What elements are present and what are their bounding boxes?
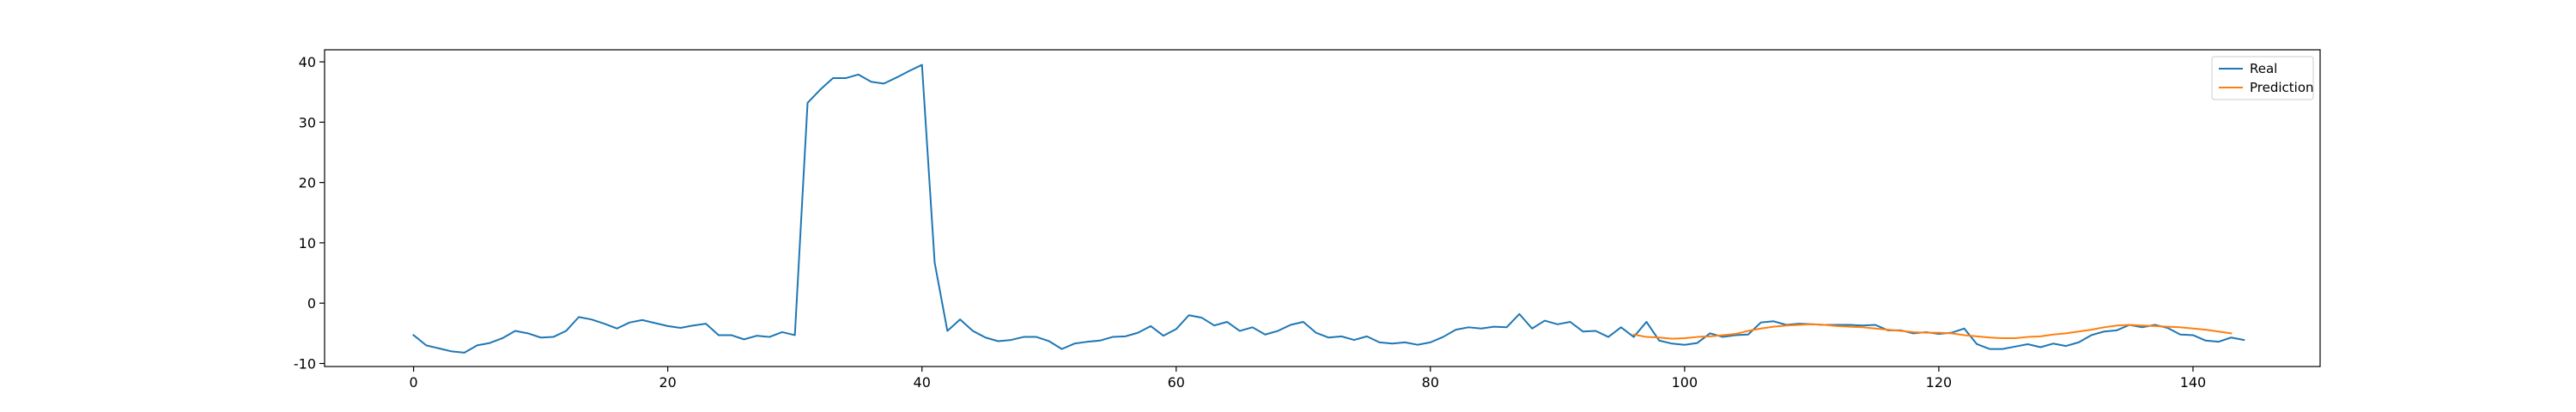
legend-label-prediction: Prediction <box>2250 80 2314 95</box>
x-tick-label: 100 <box>1672 374 1698 391</box>
axes-layer: 0 20 40 60 80 100 120 140 -10 0 10 20 30 40 <box>294 49 2321 391</box>
y-tick-label: 10 <box>299 235 316 251</box>
x-tick-label: 140 <box>2180 374 2207 391</box>
plot-area <box>325 50 2320 367</box>
x-tick-label: 60 <box>1168 374 1185 391</box>
y-tick-label: 20 <box>299 175 316 191</box>
y-tick-label: 0 <box>307 295 316 312</box>
x-tick-label: 120 <box>1926 374 1953 391</box>
x-tick-label: 0 <box>410 374 418 391</box>
legend: Real Prediction <box>2211 56 2314 100</box>
x-tick-label: 40 <box>914 374 931 391</box>
series-line-real <box>412 64 2245 354</box>
y-tick-label: -10 <box>294 355 316 372</box>
x-tick-label: 80 <box>1422 374 1439 391</box>
legend-label-real: Real <box>2250 61 2277 76</box>
legend-box <box>2211 56 2314 100</box>
series-line-prediction <box>1632 323 2233 340</box>
x-tick-label: 20 <box>659 374 676 391</box>
plot-background <box>325 50 2320 367</box>
y-tick-label: 40 <box>299 54 316 70</box>
series-layer <box>412 64 2245 354</box>
plot-frame <box>324 49 2321 367</box>
y-tick-label: 30 <box>299 114 316 130</box>
